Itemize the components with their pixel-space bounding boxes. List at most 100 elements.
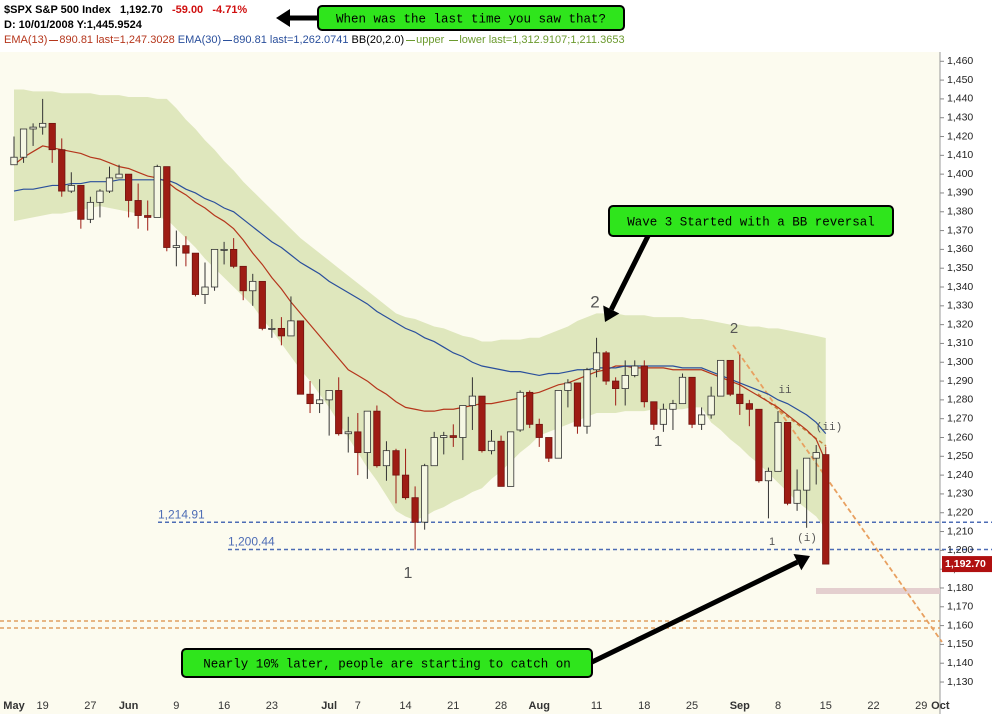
candle-body <box>755 408 763 482</box>
y-tick-label: 1,320 <box>947 318 973 330</box>
y-tick-label: 1,400 <box>947 168 973 180</box>
price: 1,192.70 <box>119 4 163 16</box>
candle-body <box>58 149 66 192</box>
candle-body <box>296 320 305 395</box>
candle-body <box>621 375 629 389</box>
axis-layer: 1,460 1,450 1,440 1,430 1,420 1,410 1,400 1,390… <box>3 55 992 712</box>
y-tick-label: 1,180 <box>947 582 973 594</box>
candle-body <box>19 128 28 158</box>
candle-body <box>459 405 467 438</box>
candle-body <box>382 450 391 467</box>
date-info: D: 10/01/2008 Y:1,445.9524 <box>4 19 142 31</box>
candle-body <box>736 393 744 405</box>
candle-body <box>86 201 94 220</box>
y-tick-label: 1,310 <box>947 337 973 349</box>
candle-body <box>449 435 457 438</box>
candle-body <box>325 390 333 401</box>
bollinger-band <box>14 89 826 529</box>
candle-body <box>249 280 257 292</box>
y-tick-label: 1,260 <box>947 431 973 443</box>
y-tick-label: 1,160 <box>947 619 973 631</box>
y-tick-label: 1,240 <box>947 469 973 481</box>
x-tick-label: 19 <box>37 700 49 712</box>
candle-body <box>793 489 801 504</box>
change-pct: -4.71% <box>212 4 248 16</box>
candle-body <box>392 450 400 476</box>
candle-body <box>315 399 324 405</box>
annotation-layer: 2 1 1 2 ii (ii) 1 (i) When was the last time you… <box>181 5 894 678</box>
candle-body <box>545 437 553 459</box>
candle-body <box>220 248 228 251</box>
candle-body <box>659 408 668 425</box>
candle-body <box>153 166 161 218</box>
x-tick-label: Oct <box>931 700 950 712</box>
candle-body <box>631 365 639 376</box>
candle-body <box>191 252 200 295</box>
candle-body <box>29 126 37 130</box>
x-tick-label: Aug <box>529 700 550 712</box>
x-tick-label: Sep <box>730 700 750 712</box>
y-tick-label: 1,210 <box>947 525 973 537</box>
callout-text: Nearly 10% later, people are starting to… <box>203 657 571 671</box>
y-tick-label: 1,280 <box>947 394 973 406</box>
callout-text: Wave 3 Started with a BB reversal <box>627 215 875 229</box>
x-tick-label: 23 <box>266 700 278 712</box>
candle-body <box>516 391 524 431</box>
candle-body <box>201 286 209 295</box>
y-tick-label: 1,130 <box>947 676 973 688</box>
candle-body <box>783 422 792 504</box>
candle-body <box>67 185 75 192</box>
y-tick-label: 1,420 <box>947 130 973 142</box>
x-tick-label: 8 <box>775 700 781 712</box>
header: $SPX S&P 500 Index 1,192.70 -59.00 -4.71… <box>4 3 625 48</box>
legend-text: lower <box>459 34 486 46</box>
arrow-head <box>603 305 620 322</box>
candle-body <box>535 423 543 438</box>
ema-line <box>13 179 827 434</box>
candle-body <box>335 390 343 435</box>
x-tick-label: 9 <box>173 700 179 712</box>
y-tick-label: 1,460 <box>947 55 973 67</box>
y-tick-label: 1,220 <box>947 507 973 519</box>
ema-line <box>13 145 827 462</box>
y-tick-label: 1,340 <box>947 281 973 293</box>
candle-body <box>96 190 104 203</box>
change: -59.00 <box>171 4 204 16</box>
y-tick-label: 1,170 <box>947 601 973 613</box>
candle-body <box>812 452 820 459</box>
candle-body <box>144 215 152 218</box>
wave-label: (ii) <box>816 422 842 434</box>
axis-background <box>940 52 992 714</box>
candle-body <box>172 245 180 248</box>
candle-body <box>77 185 85 220</box>
arrow-head <box>793 554 810 571</box>
candle-body <box>277 327 286 337</box>
reference-label: 1,200.44 <box>228 535 275 549</box>
candle-body <box>803 457 811 491</box>
candle-body <box>239 265 247 292</box>
legend-text: 890.81 last=1,262.0741 <box>233 34 349 46</box>
wave-label: 1 <box>769 536 775 548</box>
candle-body <box>487 440 496 452</box>
y-tick-label: 1,410 <box>947 149 973 161</box>
candle-body <box>764 470 773 482</box>
line-layer: 1,214.91 1,200.44 <box>13 145 992 551</box>
candle-body <box>258 280 266 329</box>
candle-body <box>640 365 648 403</box>
candle-body <box>125 173 133 201</box>
x-tick-label: 7 <box>355 700 361 712</box>
x-tick-label: 14 <box>399 700 411 712</box>
y-tick-label: 1,230 <box>947 488 973 500</box>
candle-body <box>287 320 295 337</box>
header-line: D: 10/01/2008 Y:1,445.9524 <box>4 18 625 33</box>
candle-body <box>306 393 314 405</box>
y-tick-label: 1,450 <box>947 74 973 86</box>
callout-box <box>608 205 894 237</box>
candle-body <box>573 382 582 427</box>
candle-body <box>115 173 123 179</box>
candle-body <box>592 352 601 371</box>
x-tick-label: Jun <box>119 700 139 712</box>
y-tick-label: 1,440 <box>947 93 973 105</box>
